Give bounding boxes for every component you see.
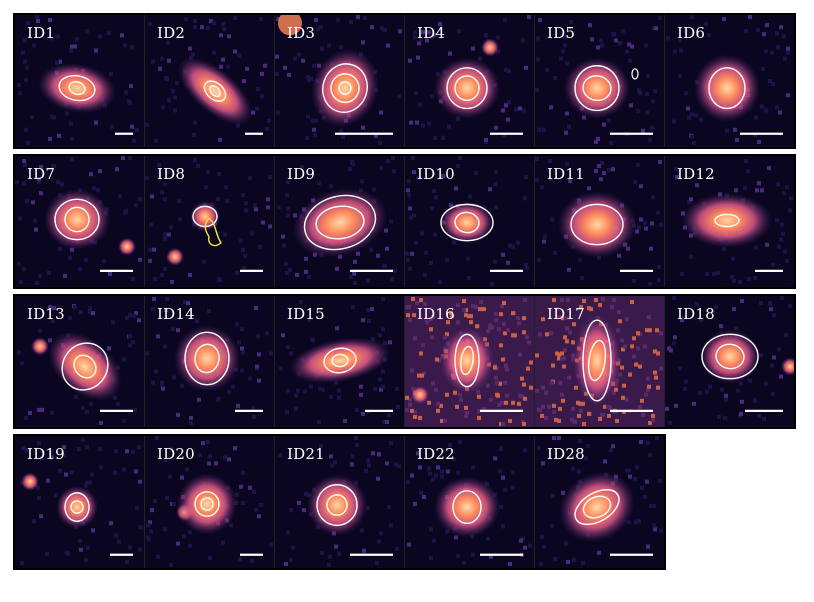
panel-label: ID8 [157, 165, 186, 183]
panel-id14: ID14 [145, 296, 275, 427]
panel-label: ID14 [157, 305, 195, 323]
panel-label: ID15 [287, 305, 325, 323]
panel-id21: ID21 [275, 436, 405, 568]
galaxy-image [15, 156, 144, 287]
panel-id17: ID17 [535, 296, 665, 427]
panel-id6: ID6 [665, 15, 794, 147]
galaxy-image [535, 15, 664, 147]
galaxy-image [405, 156, 534, 287]
panel-id16: ID16 [405, 296, 535, 427]
panel-id15: ID15 [275, 296, 405, 427]
panel-label: ID7 [27, 165, 56, 183]
galaxy-image [535, 156, 664, 287]
galaxy-image [145, 156, 274, 287]
galaxy-image [145, 296, 274, 427]
panel-label: ID4 [417, 24, 446, 42]
panel-label: ID10 [417, 165, 455, 183]
galaxy-image [535, 296, 664, 427]
panel-label: ID28 [547, 445, 585, 463]
panel-label: ID5 [547, 24, 576, 42]
galaxy-image [405, 296, 534, 427]
galaxy-image [15, 15, 144, 147]
galaxy-image [145, 15, 274, 147]
panel-id5: ID5 [535, 15, 665, 147]
panel-label: ID20 [157, 445, 195, 463]
panel-label: ID21 [287, 445, 325, 463]
panel-id10: ID10 [405, 156, 535, 287]
panel-id13: ID13 [15, 296, 145, 427]
panel-id12: ID12 [665, 156, 794, 287]
panel-id2: ID2 [145, 15, 275, 147]
galaxy-image [15, 296, 144, 427]
panel-id18: ID18 [665, 296, 794, 427]
panel-label: ID3 [287, 24, 316, 42]
panel-row-4: ID19 ID20 ID21 ID22 ID28 [13, 434, 666, 570]
panel-label: ID11 [547, 165, 585, 183]
galaxy-image [275, 15, 404, 147]
panel-id7: ID7 [15, 156, 145, 287]
galaxy-image [275, 296, 404, 427]
panel-row-3: ID13 ID14 ID15 ID16 ID17 ID18 [13, 294, 796, 429]
panel-id1: ID1 [15, 15, 145, 147]
galaxy-image [275, 436, 404, 568]
panel-label: ID1 [27, 24, 56, 42]
galaxy-image [405, 436, 534, 568]
panel-label: ID13 [27, 305, 65, 323]
galaxy-image [665, 156, 794, 287]
panel-label: ID22 [417, 445, 455, 463]
panel-id4: ID4 [405, 15, 535, 147]
panel-label: ID12 [677, 165, 715, 183]
panel-label: ID2 [157, 24, 186, 42]
galaxy-image [535, 436, 664, 568]
galaxy-image [145, 436, 274, 568]
panel-label: ID19 [27, 445, 65, 463]
panel-id9: ID9 [275, 156, 405, 287]
panel-label: ID9 [287, 165, 316, 183]
panel-row-2: ID7 ID8 ID9 ID10 ID11 ID12 [13, 154, 796, 289]
panel-label: ID16 [417, 305, 455, 323]
galaxy-image [15, 436, 144, 568]
panel-id3: ID3 [275, 15, 405, 147]
panel-id11: ID11 [535, 156, 665, 287]
panel-row-1: ID1 ID2 ID3 ID4 ID5 ID6 [13, 13, 796, 149]
galaxy-image [275, 156, 404, 287]
panel-label: ID17 [547, 305, 585, 323]
panel-id20: ID20 [145, 436, 275, 568]
panel-id28: ID28 [535, 436, 664, 568]
panel-label: ID18 [677, 305, 715, 323]
panel-label: ID6 [677, 24, 706, 42]
panel-id22: ID22 [405, 436, 535, 568]
panel-id19: ID19 [15, 436, 145, 568]
galaxy-image [405, 15, 534, 147]
panel-id8: ID8 [145, 156, 275, 287]
galaxy-image [665, 296, 794, 427]
galaxy-image [665, 15, 794, 147]
